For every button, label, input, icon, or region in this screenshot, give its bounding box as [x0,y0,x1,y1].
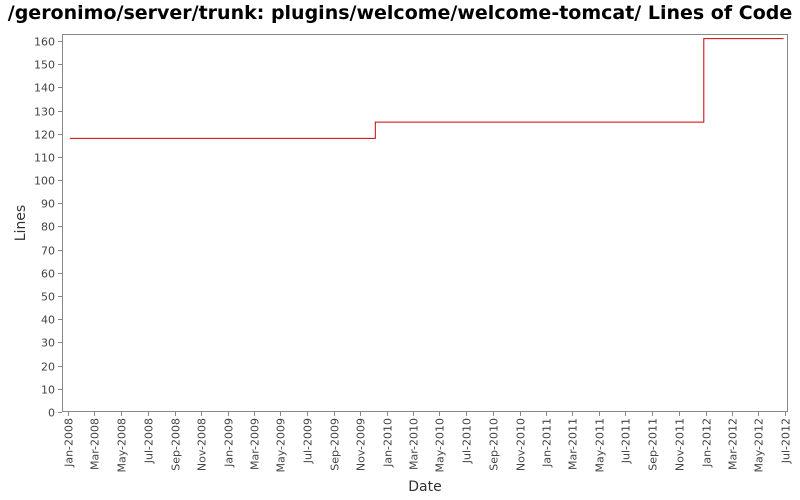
x-tick-label: Sep-2011 [647,418,660,471]
x-tick-label: Mar-2010 [408,418,421,470]
loc-series-line [69,38,784,139]
y-tick-label: 100 [34,175,55,188]
x-tick-label: May-2008 [116,418,129,473]
x-axis-label: Date [408,479,441,495]
x-tick-label: Mar-2012 [727,418,740,470]
chart-title: /geronimo/server/trunk: plugins/welcome/… [7,2,793,24]
y-tick-label: 20 [41,361,55,374]
y-tick-label: 80 [41,221,55,234]
y-tick-label: 140 [34,82,55,95]
y-tick-label: 30 [41,337,55,350]
y-tick-label: 160 [34,36,55,49]
y-tick-label: 150 [34,59,55,72]
x-tick-label: Mar-2011 [567,418,580,470]
x-tick-label: Jul-2011 [620,418,633,464]
x-tick-label: Nov-2010 [515,418,528,471]
x-tick-label: Jan-2008 [63,418,76,468]
y-tick-label: 120 [34,129,55,142]
x-tick-label: May-2012 [753,418,766,473]
x-tick-label: Jan-2010 [382,418,395,468]
y-tick-label: 70 [41,245,55,258]
x-tick-label: Jan-2011 [541,418,554,468]
y-tick-label: 110 [34,152,55,165]
y-tick-label: 10 [41,384,55,397]
x-tick-label: Sep-2010 [488,418,501,471]
plot-area [62,34,788,412]
x-tick-label: Nov-2008 [196,418,209,471]
x-tick-label: Jan-2012 [701,418,714,468]
y-axis-label: Lines [13,205,29,241]
x-tick-label: Nov-2009 [355,418,368,471]
x-tick-label: Mar-2008 [89,418,102,470]
x-tick-label: Mar-2009 [249,418,262,470]
x-tick-label: Jul-2009 [302,418,315,464]
x-tick-label: Jul-2012 [780,418,793,464]
y-tick-label: 60 [41,268,55,281]
y-tick-label: 130 [34,106,55,119]
x-tick-label: Nov-2011 [674,418,687,471]
y-tick-label: 50 [41,291,55,304]
x-tick-label: Sep-2008 [170,418,183,471]
x-tick-label: Jan-2009 [223,418,236,468]
x-tick-label: Jul-2008 [143,418,156,464]
x-tick-label: Sep-2009 [329,418,342,471]
y-tick-label: 90 [41,198,55,211]
x-tick-label: May-2010 [434,418,447,473]
y-tick-label: 40 [41,314,55,327]
x-tick-label: Jul-2010 [461,418,474,464]
x-tick-label: May-2009 [275,418,288,473]
x-tick-label: May-2011 [594,418,607,473]
y-tick-label: 0 [48,407,55,420]
